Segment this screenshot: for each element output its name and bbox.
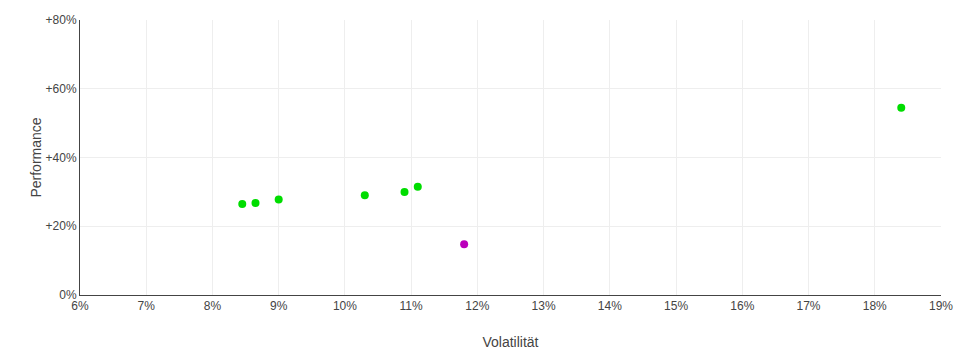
- svg-text:12%: 12%: [465, 299, 489, 313]
- svg-text:18%: 18%: [863, 299, 887, 313]
- svg-text:16%: 16%: [730, 299, 754, 313]
- svg-text:15%: 15%: [664, 299, 688, 313]
- svg-text:+40%: +40%: [46, 151, 77, 165]
- svg-text:+80%: +80%: [46, 13, 77, 27]
- svg-text:0%: 0%: [59, 288, 77, 302]
- svg-text:+20%: +20%: [46, 219, 77, 233]
- svg-text:8%: 8%: [204, 299, 222, 313]
- svg-text:13%: 13%: [532, 299, 556, 313]
- svg-text:Volatilität: Volatilität: [482, 334, 538, 350]
- svg-text:11%: 11%: [400, 299, 423, 313]
- svg-text:6%: 6%: [71, 299, 89, 313]
- svg-text:14%: 14%: [598, 299, 622, 313]
- svg-text:19%: 19%: [929, 299, 953, 313]
- svg-text:Performance: Performance: [28, 117, 44, 197]
- svg-text:9%: 9%: [270, 299, 288, 313]
- svg-text:+60%: +60%: [46, 82, 77, 96]
- svg-text:17%: 17%: [797, 299, 821, 313]
- svg-text:7%: 7%: [138, 299, 156, 313]
- svg-text:10%: 10%: [333, 299, 357, 313]
